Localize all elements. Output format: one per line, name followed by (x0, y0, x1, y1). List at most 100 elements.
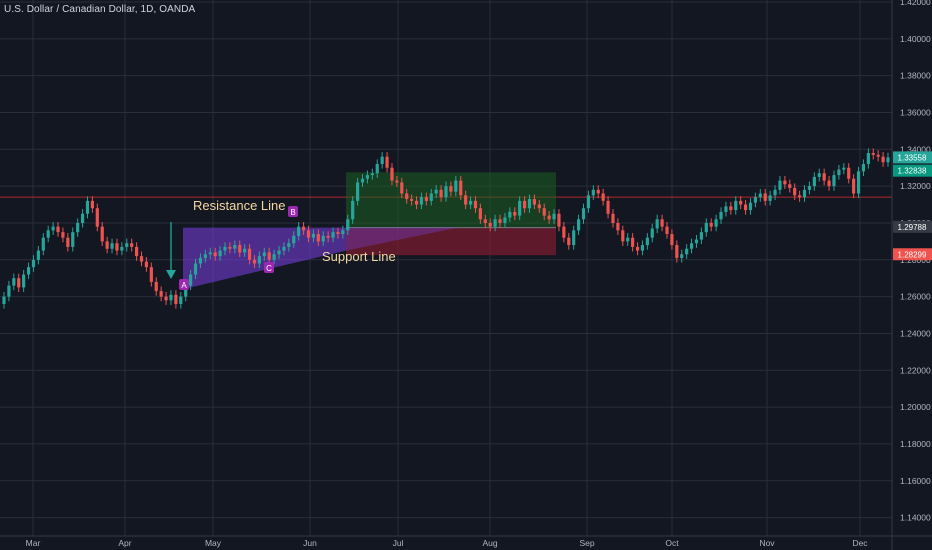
candle-body (714, 219, 718, 227)
candle-body (655, 219, 659, 229)
candle-body (179, 296, 183, 304)
candle-body (193, 263, 198, 275)
candle-body (793, 187, 797, 196)
candle-body (591, 189, 595, 196)
candle-body (424, 197, 428, 201)
candle-body (503, 217, 507, 223)
candle-body (12, 278, 16, 286)
candle-body (444, 186, 448, 198)
candle-body (301, 226, 306, 231)
y-tick-label: 1.32000 (900, 181, 931, 191)
candle-body (410, 199, 414, 201)
candle-body (159, 291, 163, 297)
candle-body (120, 246, 124, 251)
candle-body (822, 173, 826, 181)
drawing-zones (183, 172, 556, 290)
candle-body (827, 180, 831, 187)
candle-body (189, 274, 193, 286)
candle-body (223, 246, 227, 251)
candle-body (739, 200, 743, 205)
pattern-point-label: B (290, 208, 295, 217)
candle-body (7, 285, 11, 297)
candle-body (611, 213, 615, 223)
price-badge-label: 1.33558 (898, 153, 927, 162)
candle-body (351, 200, 355, 220)
candle-body (522, 200, 527, 209)
candle-body (85, 200, 90, 214)
candle-body (577, 219, 581, 231)
candle-body (439, 189, 443, 198)
candle-body (316, 234, 320, 242)
candle-body (493, 219, 497, 227)
candle-body (292, 235, 296, 244)
candles (2, 148, 890, 309)
y-tick-label: 1.24000 (900, 328, 931, 338)
candle-body (513, 211, 517, 216)
candle-body (675, 245, 679, 258)
y-tick-label: 1.40000 (900, 34, 931, 44)
candle-body (689, 243, 694, 249)
y-tick-label: 1.14000 (900, 513, 931, 523)
candle-body (876, 154, 880, 157)
candle-body (267, 252, 271, 260)
x-tick-label: Sep (579, 538, 594, 548)
candle-body (812, 176, 816, 187)
candle-body (356, 182, 360, 201)
candle-body (473, 200, 478, 209)
candle-body (508, 211, 512, 218)
candle-body (719, 211, 723, 220)
candle-body (532, 199, 536, 205)
candle-body (174, 294, 178, 304)
x-tick-label: Mar (26, 538, 41, 548)
candle-body (886, 157, 890, 163)
price-badge-label: 1.32838 (898, 167, 927, 176)
candle-body (321, 235, 325, 242)
candle-body (90, 200, 94, 209)
candle-body (527, 199, 532, 209)
candle-body (861, 164, 866, 172)
x-tick-label: Apr (118, 538, 131, 548)
pattern-point-label: A (181, 281, 187, 290)
candle-body (61, 232, 65, 238)
candle-body (807, 186, 812, 190)
pattern-point-label: C (266, 264, 272, 273)
candle-body (552, 213, 556, 220)
candle-body (547, 215, 551, 220)
candle-body (459, 180, 463, 196)
y-tick-label: 1.22000 (900, 365, 931, 375)
candle-body (26, 267, 31, 275)
candle-body (729, 206, 733, 211)
candle-body (734, 200, 738, 211)
candle-body (105, 241, 109, 249)
candle-body (22, 274, 26, 288)
candle-body (773, 189, 777, 196)
candle-body (842, 167, 846, 170)
candle-body (586, 195, 591, 209)
candle-body (454, 180, 458, 192)
y-tick-label: 1.20000 (900, 402, 931, 412)
candle-body (685, 248, 689, 255)
candle-body (297, 226, 301, 236)
candle-body (621, 230, 625, 242)
candle-body (360, 178, 365, 183)
candle-body (601, 193, 605, 201)
candle-body (788, 184, 792, 188)
candle-body (758, 193, 762, 198)
candle-body (419, 197, 424, 205)
candle-body (46, 230, 50, 238)
candle-body (626, 237, 630, 242)
candle-body (478, 208, 482, 220)
candle-body (262, 252, 266, 257)
x-tick-label: Oct (665, 538, 679, 548)
candle-body (385, 156, 389, 168)
candle-body (724, 206, 728, 212)
chart-title: U.S. Dollar / Canadian Dollar, 1D, OANDA (4, 4, 196, 15)
candle-body (483, 219, 487, 223)
candle-body (51, 226, 55, 231)
candle-body (866, 152, 870, 165)
candle-body (164, 296, 168, 301)
candle-body (645, 237, 649, 246)
candle-body (228, 246, 232, 249)
